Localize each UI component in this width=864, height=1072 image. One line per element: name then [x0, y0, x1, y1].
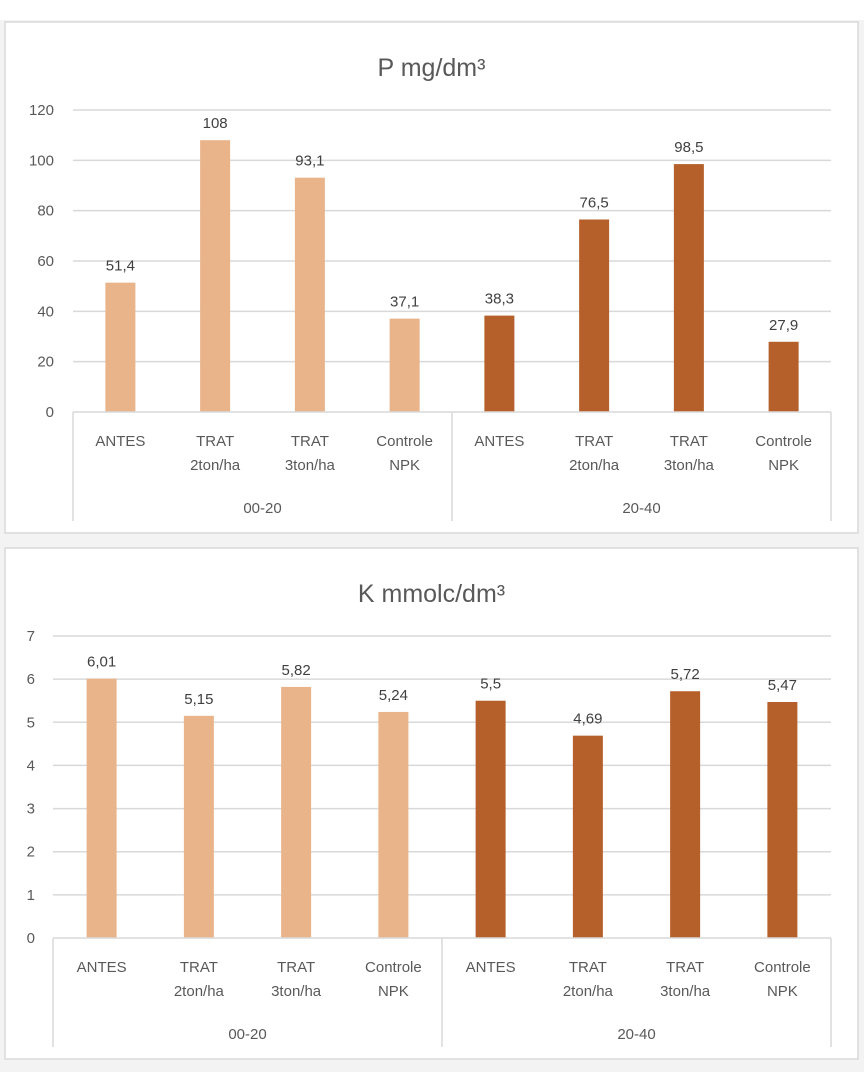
- chart-title: K mmolc/dm³: [358, 580, 505, 608]
- y-tick-label: 40: [37, 303, 54, 320]
- bar: [389, 318, 420, 412]
- bar: [281, 686, 312, 938]
- x-category-label: ANTES: [95, 433, 145, 450]
- y-tick-label: 3: [27, 801, 35, 818]
- bar: [86, 678, 117, 938]
- y-tick-label: 6: [27, 671, 35, 688]
- x-category-label: Controle: [754, 959, 811, 976]
- data-label: 93,1: [295, 153, 324, 170]
- bar: [572, 735, 603, 938]
- x-category-label: 3ton/ha: [664, 457, 715, 474]
- y-tick-label: 0: [27, 930, 35, 947]
- x-group-label: 20-40: [622, 500, 660, 517]
- bar: [475, 700, 506, 938]
- y-tick-label: 4: [27, 757, 35, 774]
- bar: [294, 177, 325, 412]
- x-category-label: TRAT: [196, 433, 234, 450]
- y-tick-label: 120: [29, 102, 54, 119]
- bar: [670, 691, 701, 938]
- y-tick-label: 1: [27, 887, 35, 904]
- data-label: 5,24: [379, 687, 408, 704]
- bar: [767, 702, 798, 938]
- data-label: 37,1: [390, 294, 419, 311]
- data-label: 98,5: [674, 139, 703, 156]
- x-group-label: 20-40: [617, 1026, 655, 1043]
- chart-frame: [4, 21, 859, 534]
- bar: [484, 315, 515, 412]
- x-category-label: Controle: [365, 959, 422, 976]
- chart-title: P mg/dm³: [378, 54, 486, 82]
- bar: [768, 341, 799, 412]
- y-tick-label: 60: [37, 253, 54, 270]
- bar: [579, 219, 610, 412]
- bar: [673, 164, 704, 412]
- x-category-label: ANTES: [77, 959, 127, 976]
- chart-2: K mmolc/dm³ 0 1 2 3 4 5 6 7 6,01 ANTES 5,15 TRAT 2ton…: [4, 547, 859, 1060]
- x-category-label: TRAT: [569, 959, 607, 976]
- x-category-label: ANTES: [466, 959, 516, 976]
- x-category-label: 2ton/ha: [569, 457, 620, 474]
- x-category-label: 3ton/ha: [660, 983, 711, 1000]
- data-label: 5,72: [671, 666, 700, 683]
- data-label: 5,5: [480, 676, 501, 693]
- x-category-label: TRAT: [670, 433, 708, 450]
- data-label: 5,15: [184, 691, 213, 708]
- y-tick-label: 20: [37, 354, 54, 371]
- y-tick-label: 2: [27, 844, 35, 861]
- bar: [200, 140, 231, 412]
- data-label: 27,9: [769, 317, 798, 334]
- x-category-label: NPK: [389, 457, 420, 474]
- y-tick-label: 0: [46, 404, 54, 421]
- chart-frame: [4, 547, 859, 1060]
- y-tick-label: 100: [29, 152, 54, 169]
- y-tick-label: 7: [27, 628, 35, 645]
- data-label: 4,69: [573, 711, 602, 728]
- data-label: 6,01: [87, 654, 116, 671]
- x-category-label: Controle: [755, 433, 812, 450]
- x-category-label: TRAT: [291, 433, 329, 450]
- x-category-label: TRAT: [666, 959, 704, 976]
- x-category-label: 3ton/ha: [271, 983, 322, 1000]
- x-category-label: 3ton/ha: [285, 457, 336, 474]
- x-category-label: TRAT: [180, 959, 218, 976]
- data-label: 108: [203, 115, 228, 132]
- x-category-label: 2ton/ha: [174, 983, 225, 1000]
- y-tick-label: 80: [37, 203, 54, 220]
- bar: [183, 715, 214, 938]
- x-category-label: TRAT: [575, 433, 613, 450]
- data-label: 38,3: [485, 291, 514, 308]
- bar: [105, 282, 136, 412]
- data-label: 5,47: [768, 677, 797, 694]
- x-group-label: 00-20: [243, 500, 281, 517]
- data-label: 5,82: [282, 662, 311, 679]
- x-category-label: 2ton/ha: [190, 457, 241, 474]
- x-category-label: 2ton/ha: [563, 983, 614, 1000]
- chart-1: P mg/dm³ 0 20 40 60 80 100 120 51,4 ANTES 108 TRAT 2…: [4, 21, 859, 534]
- x-group-label: 00-20: [228, 1026, 266, 1043]
- y-tick-label: 5: [27, 714, 35, 731]
- page-top-background: [0, 0, 864, 20]
- x-category-label: NPK: [768, 457, 799, 474]
- data-label: 76,5: [580, 194, 609, 211]
- bar: [378, 711, 409, 938]
- x-category-label: NPK: [378, 983, 409, 1000]
- x-category-label: Controle: [376, 433, 433, 450]
- x-category-label: ANTES: [474, 433, 524, 450]
- data-label: 51,4: [106, 258, 135, 275]
- x-category-label: NPK: [767, 983, 798, 1000]
- x-category-label: TRAT: [277, 959, 315, 976]
